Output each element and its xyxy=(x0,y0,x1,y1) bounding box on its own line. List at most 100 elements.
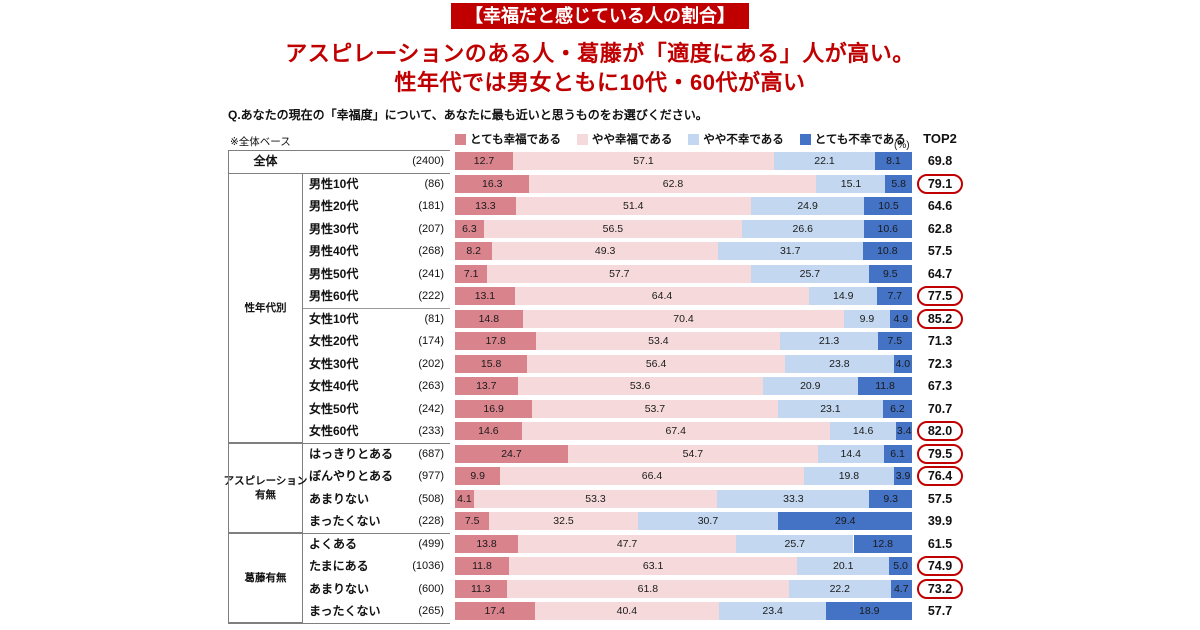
stacked-bar: 16.3 62.8 15.1 5.8 xyxy=(455,174,912,193)
bar-segment xyxy=(473,489,718,508)
headline-line2: 性年代では男女ともに10代・60代が高い xyxy=(394,70,806,95)
bar-value-label: 7.1 xyxy=(463,267,479,280)
bar-value-label: 51.4 xyxy=(622,200,644,213)
bar-segment xyxy=(455,264,488,283)
bar-segment xyxy=(896,422,912,441)
bar-segment xyxy=(762,377,859,396)
group-divider xyxy=(228,150,450,151)
bar-value-label: 10.8 xyxy=(877,245,898,258)
bar-segment xyxy=(455,287,515,306)
stacked-bar: 8.2 49.3 31.7 10.8 xyxy=(455,242,912,261)
top2-value: 64.6 xyxy=(927,199,953,213)
row-sample-size: (499) xyxy=(418,537,444,550)
bar-segment xyxy=(864,197,913,216)
bar-value-label: 6.3 xyxy=(462,222,477,235)
bar-segment xyxy=(455,557,509,576)
bar-value-label: 14.8 xyxy=(478,312,500,325)
bar-value-label: 15.8 xyxy=(480,357,502,370)
title-banner: 【幸福だと感じている人の割合】 xyxy=(451,3,749,29)
group-divider xyxy=(228,442,450,444)
bar-value-label: 22.2 xyxy=(829,582,850,595)
row-sample-size: (600) xyxy=(418,582,444,595)
bar-segment xyxy=(869,489,912,508)
bar-value-label: 66.4 xyxy=(641,470,663,483)
bar-value-label: 12.8 xyxy=(872,537,893,550)
bar-value-label: 10.5 xyxy=(878,200,899,213)
bar-value-label: 13.8 xyxy=(476,537,497,550)
row-label: 男性20代 xyxy=(309,199,359,213)
bar-segment xyxy=(455,489,474,508)
bar-value-label: 23.8 xyxy=(829,357,850,370)
bar-value-label: 18.9 xyxy=(859,605,880,618)
bar-segment xyxy=(885,174,912,193)
bar-segment xyxy=(889,557,912,576)
group-divider xyxy=(228,622,450,624)
bar-segment xyxy=(455,332,537,351)
top2-value: 77.5 xyxy=(927,289,953,303)
top2-value: 67.3 xyxy=(927,379,953,393)
bar-value-label: 62.8 xyxy=(662,177,684,190)
bar-value-label: 25.7 xyxy=(799,267,821,280)
bar-segment xyxy=(829,422,897,441)
percent-unit-label: (%) xyxy=(894,140,910,151)
stacked-bar: 15.8 56.4 23.8 4.0 xyxy=(455,354,912,373)
bar-value-label: 7.7 xyxy=(887,290,903,303)
group-divider xyxy=(228,532,450,534)
top2-value: 39.9 xyxy=(927,514,953,528)
bar-value-label: 32.5 xyxy=(553,515,574,528)
bar-value-label: 19.8 xyxy=(838,470,860,483)
bar-segment xyxy=(809,287,878,306)
bar-segment xyxy=(455,219,484,238)
bar-segment xyxy=(455,422,522,441)
legend: とても幸福である やや幸福である やや不幸である とても不幸である xyxy=(455,131,906,147)
group-label: 性年代別 xyxy=(228,172,303,443)
bar-segment xyxy=(536,332,781,351)
row-sample-size: (222) xyxy=(418,290,444,302)
bar-segment xyxy=(844,309,890,328)
bar-segment xyxy=(780,332,878,351)
bar-value-label: 3.9 xyxy=(895,470,911,483)
row-sample-size: (687) xyxy=(418,447,444,460)
stacked-bar: 6.3 56.5 26.6 10.6 xyxy=(455,219,912,238)
group-label: 葛藤有無 xyxy=(228,532,303,623)
bar-segment xyxy=(863,219,912,238)
bar-value-label: 17.8 xyxy=(485,335,506,348)
question-text: Q.あなたの現在の「幸福度」について、あなたに最も近いと思うものをお選びください… xyxy=(228,108,708,122)
bar-segment xyxy=(455,354,528,373)
top2-value: 70.7 xyxy=(927,401,953,416)
bar-segment xyxy=(455,602,535,621)
bar-value-label: 4.9 xyxy=(893,312,909,325)
bar-value-label: 13.7 xyxy=(476,380,497,393)
bar-segment xyxy=(483,219,742,238)
bar-value-label: 6.2 xyxy=(890,402,905,415)
bar-segment xyxy=(455,197,516,216)
top2-value: 62.8 xyxy=(927,221,953,236)
bar-segment xyxy=(883,444,912,463)
top2-value: 57.7 xyxy=(927,604,953,618)
bar-value-label: 3.4 xyxy=(896,425,912,438)
bar-segment xyxy=(522,309,845,328)
top2-value: 76.4 xyxy=(927,469,953,483)
bar-segment xyxy=(455,579,507,598)
bar-value-label: 57.7 xyxy=(609,267,630,280)
row-label: 女性30代 xyxy=(309,356,359,371)
bar-value-label: 5.0 xyxy=(893,560,908,573)
bar-value-label: 13.3 xyxy=(475,200,496,213)
bar-value-label: 47.7 xyxy=(616,537,638,550)
bar-value-label: 7.5 xyxy=(464,515,480,528)
bar-value-label: 23.4 xyxy=(762,605,783,618)
bar-segment xyxy=(874,152,912,171)
stacked-bar: 9.9 66.4 19.8 3.9 xyxy=(455,467,912,486)
row-sample-size: (233) xyxy=(418,425,444,437)
bar-value-label: 8.1 xyxy=(886,155,901,168)
bar-segment xyxy=(517,377,763,396)
row-label: 男性30代 xyxy=(309,221,359,236)
bar-segment xyxy=(455,512,490,531)
bar-segment xyxy=(532,399,778,418)
bar-value-label: 53.7 xyxy=(644,402,666,415)
bar-value-label: 30.7 xyxy=(697,515,719,528)
row-label: 女性20代 xyxy=(309,334,359,348)
row-sample-size: (207) xyxy=(418,222,444,235)
stacked-bar: 11.8 63.1 20.1 5.0 xyxy=(455,557,912,576)
